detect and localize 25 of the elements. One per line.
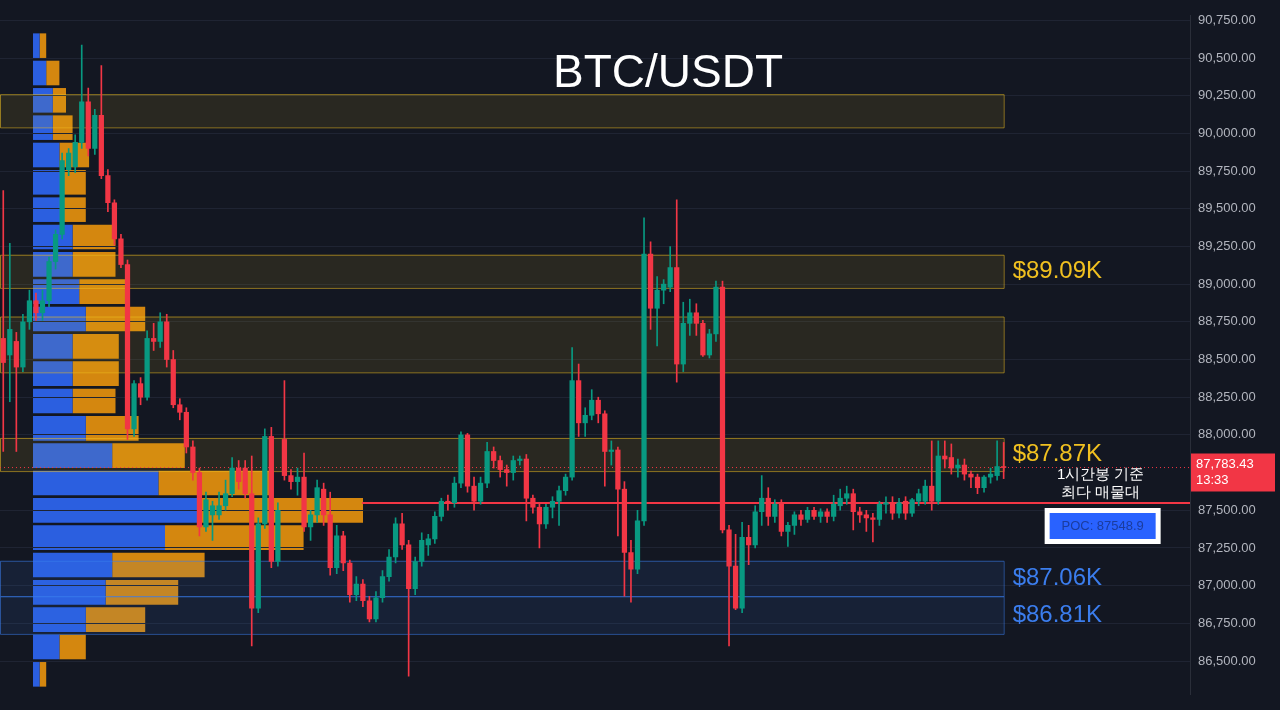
y-tick-label: 87,250.00	[1198, 539, 1256, 555]
text: BTC/USDT	[553, 44, 783, 97]
y-tick-label: 87,500.00	[1198, 501, 1256, 517]
y-tick-label: 88,000.00	[1198, 426, 1256, 442]
y-tick-label: 90,750.00	[1198, 11, 1256, 27]
annotation: 1시간봉 기준 최다 매물대	[1056, 464, 1145, 500]
band-label: $89.09K	[1012, 255, 1103, 283]
y-tick-label: 89,750.00	[1198, 162, 1256, 178]
y-tick-label: 89,000.00	[1198, 275, 1256, 291]
y-tick-label: 89,500.00	[1198, 200, 1256, 216]
ref-line-label: 87,783.43 13:33	[1196, 456, 1254, 488]
y-tick-label: 90,250.00	[1198, 87, 1256, 103]
y-tick-label: 89,250.00	[1198, 238, 1256, 254]
band-label: $87.06K	[1012, 563, 1103, 591]
band-label: $86.81K	[1012, 599, 1103, 627]
band-label: $87.87K	[1012, 439, 1103, 467]
y-tick-label: 88,750.00	[1198, 313, 1256, 329]
y-tick-label: 88,500.00	[1198, 351, 1256, 367]
y-tick-label: 90,500.00	[1198, 49, 1256, 65]
y-tick-label: 90,000.00	[1198, 124, 1256, 140]
y-tick-label: 86,500.00	[1198, 652, 1256, 668]
y-tick-label: 87,000.00	[1198, 577, 1256, 593]
ref-line-label: POC: 87548.9	[1061, 518, 1144, 534]
y-tick-label: 88,250.00	[1198, 388, 1256, 404]
y-tick-label: 86,750.00	[1198, 614, 1256, 630]
